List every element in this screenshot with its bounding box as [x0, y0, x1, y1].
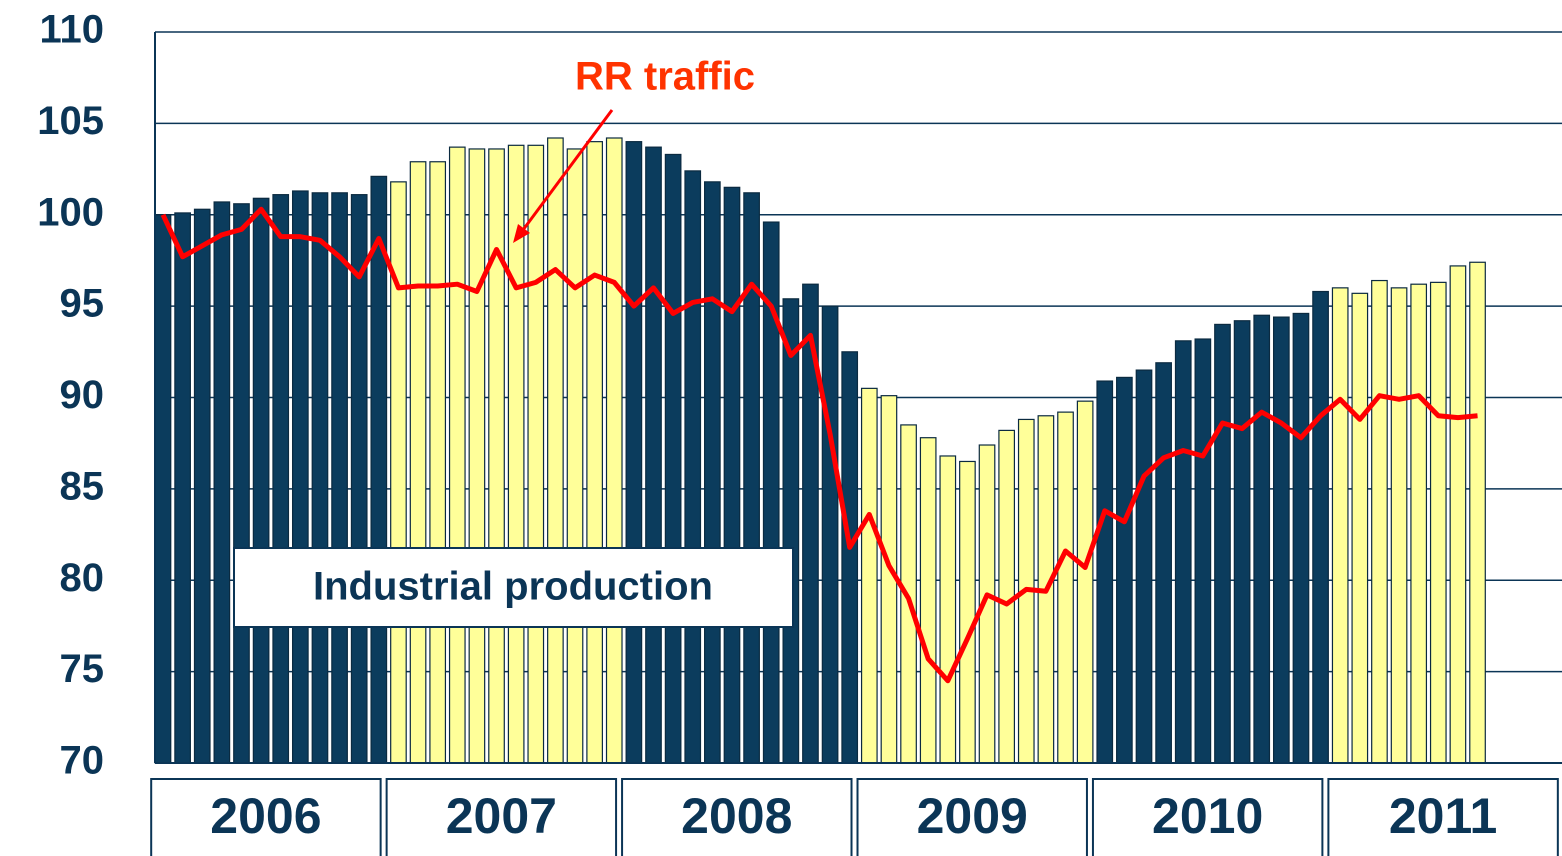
y-tick-label: 110	[39, 8, 104, 52]
y-tick-label: 70	[60, 739, 105, 783]
year-box	[621, 778, 853, 856]
year-box	[1327, 778, 1559, 856]
bar-label-box	[233, 547, 794, 628]
bar	[959, 460, 976, 764]
bar	[841, 351, 859, 764]
bar	[1371, 279, 1388, 764]
y-tick-label: 95	[60, 282, 105, 326]
bar	[1312, 290, 1329, 764]
bar	[272, 194, 290, 764]
annotation-arrow	[518, 109, 614, 235]
x-group-label: 2007	[446, 788, 557, 844]
x-group-label: 2008	[681, 788, 792, 844]
bar	[233, 203, 250, 764]
bar	[566, 148, 584, 764]
bar	[664, 153, 682, 764]
year-box	[1091, 778, 1324, 856]
y-tick-label: 100	[37, 190, 104, 234]
bar	[625, 141, 643, 764]
bar	[860, 387, 878, 764]
bar	[1214, 323, 1231, 764]
bar	[1410, 283, 1428, 764]
bar	[821, 305, 839, 764]
axes: 70 75 80 85 90 95 100 105 110	[37, 8, 1562, 783]
y-tick-label: 105	[37, 99, 104, 143]
bar	[527, 144, 545, 764]
bar	[1057, 411, 1074, 764]
lines	[160, 206, 1478, 684]
bar	[939, 455, 957, 764]
bar	[1076, 400, 1094, 764]
bar	[1390, 287, 1408, 764]
year-box	[385, 778, 618, 856]
bar	[586, 141, 603, 764]
line	[160, 206, 1478, 684]
bar	[468, 148, 486, 764]
bars	[154, 137, 1486, 764]
bar	[704, 181, 721, 764]
y-tick-label: 85	[60, 464, 105, 508]
bar	[1331, 287, 1349, 764]
annotation-arrowhead	[513, 224, 530, 243]
line-label: RR traffic	[575, 55, 755, 99]
bar	[605, 137, 623, 764]
x-group-label: 2010	[1152, 788, 1263, 844]
bar	[1233, 320, 1251, 764]
y-tick-label: 80	[60, 556, 105, 600]
bar	[547, 137, 564, 764]
year-box	[856, 778, 1088, 856]
year-axis: 2006 2007 2008 2009 2010 2011	[150, 778, 1559, 856]
bar	[213, 201, 231, 764]
bar	[331, 192, 348, 764]
bar	[919, 437, 937, 764]
bar	[743, 192, 760, 764]
bar	[350, 194, 368, 764]
bar	[645, 146, 662, 764]
bar	[429, 161, 447, 764]
bar	[370, 175, 388, 764]
year-box	[150, 778, 382, 856]
x-group-label: 2009	[917, 788, 1028, 844]
bar	[311, 192, 329, 764]
bar	[1135, 369, 1153, 764]
bar	[1429, 281, 1447, 764]
bar	[448, 146, 466, 764]
bar	[193, 208, 211, 764]
bar	[1116, 376, 1133, 764]
bar	[782, 298, 800, 764]
y-tick-label: 75	[60, 647, 105, 691]
bar	[1351, 292, 1369, 764]
bar	[1155, 362, 1172, 764]
bar	[1449, 265, 1467, 764]
bar	[174, 212, 191, 764]
x-group-label: 2006	[210, 788, 321, 844]
bar	[252, 197, 270, 764]
bar	[488, 148, 505, 764]
y-tick-label: 90	[60, 373, 105, 417]
x-group-label: 2011	[1389, 788, 1497, 844]
bar	[1272, 316, 1290, 764]
bar	[1096, 380, 1114, 764]
bar	[154, 214, 172, 764]
bar	[1469, 261, 1486, 764]
bar	[1194, 338, 1212, 764]
bar	[1174, 340, 1192, 764]
bar	[998, 429, 1016, 764]
bar	[1253, 314, 1271, 764]
bar	[723, 186, 741, 764]
bar	[1292, 312, 1310, 764]
bar	[409, 161, 427, 764]
bar-label: Industrial production	[313, 565, 713, 609]
bar	[684, 170, 702, 764]
bar	[291, 190, 309, 764]
